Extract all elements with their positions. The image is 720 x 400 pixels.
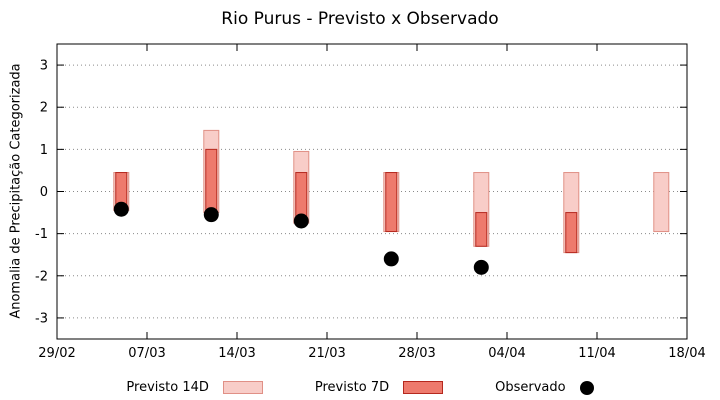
legend-item-previsto-14d: Previsto 14D bbox=[126, 380, 263, 395]
bar-previsto-7d bbox=[115, 172, 128, 205]
legend-label-previsto-7d: Previsto 7D bbox=[314, 380, 390, 395]
legend-item-observado: Observado bbox=[495, 380, 594, 395]
legend-swatch-previsto-14d bbox=[222, 381, 263, 394]
legend-swatch-previsto-7d bbox=[403, 381, 444, 394]
x-tick-label: 04/04 bbox=[488, 346, 525, 361]
legend-label-observado: Observado bbox=[495, 380, 566, 395]
point-observado bbox=[383, 251, 399, 267]
x-tick-label: 29/02 bbox=[38, 346, 75, 361]
legend-swatch-observado-dot bbox=[579, 380, 594, 395]
x-tick-label: 11/04 bbox=[578, 346, 615, 361]
y-tick-label: 1 bbox=[40, 143, 48, 158]
y-tick-label: -2 bbox=[35, 269, 48, 284]
x-tick-label: 21/03 bbox=[308, 346, 345, 361]
point-observado bbox=[203, 207, 219, 223]
legend-label-previsto-14d: Previsto 14D bbox=[126, 380, 209, 395]
legend: Previsto 14D Previsto 7D Observado bbox=[0, 380, 720, 395]
bar-previsto-7d bbox=[385, 172, 398, 233]
bar-previsto-7d bbox=[205, 148, 218, 216]
y-tick-label: 3 bbox=[40, 59, 48, 74]
x-tick-label: 07/03 bbox=[128, 346, 165, 361]
plot-border bbox=[56, 43, 688, 340]
bar-previsto-14d bbox=[653, 172, 670, 233]
x-tick-label: 28/03 bbox=[398, 346, 435, 361]
bar-previsto-7d bbox=[475, 212, 488, 247]
bar-previsto-7d bbox=[565, 212, 578, 254]
x-tick-label: 14/03 bbox=[218, 346, 255, 361]
point-observado bbox=[473, 259, 489, 275]
y-tick-label: 0 bbox=[40, 185, 48, 200]
point-observado bbox=[293, 213, 309, 229]
point-observado bbox=[113, 201, 129, 217]
chart-title: Rio Purus - Previsto x Observado bbox=[221, 9, 499, 29]
legend-item-previsto-7d: Previsto 7D bbox=[314, 380, 444, 395]
y-tick-label: -3 bbox=[35, 311, 48, 326]
y-tick-label: -1 bbox=[35, 227, 48, 242]
x-tick-label: 18/04 bbox=[668, 346, 705, 361]
y-tick-label: 2 bbox=[40, 101, 48, 116]
